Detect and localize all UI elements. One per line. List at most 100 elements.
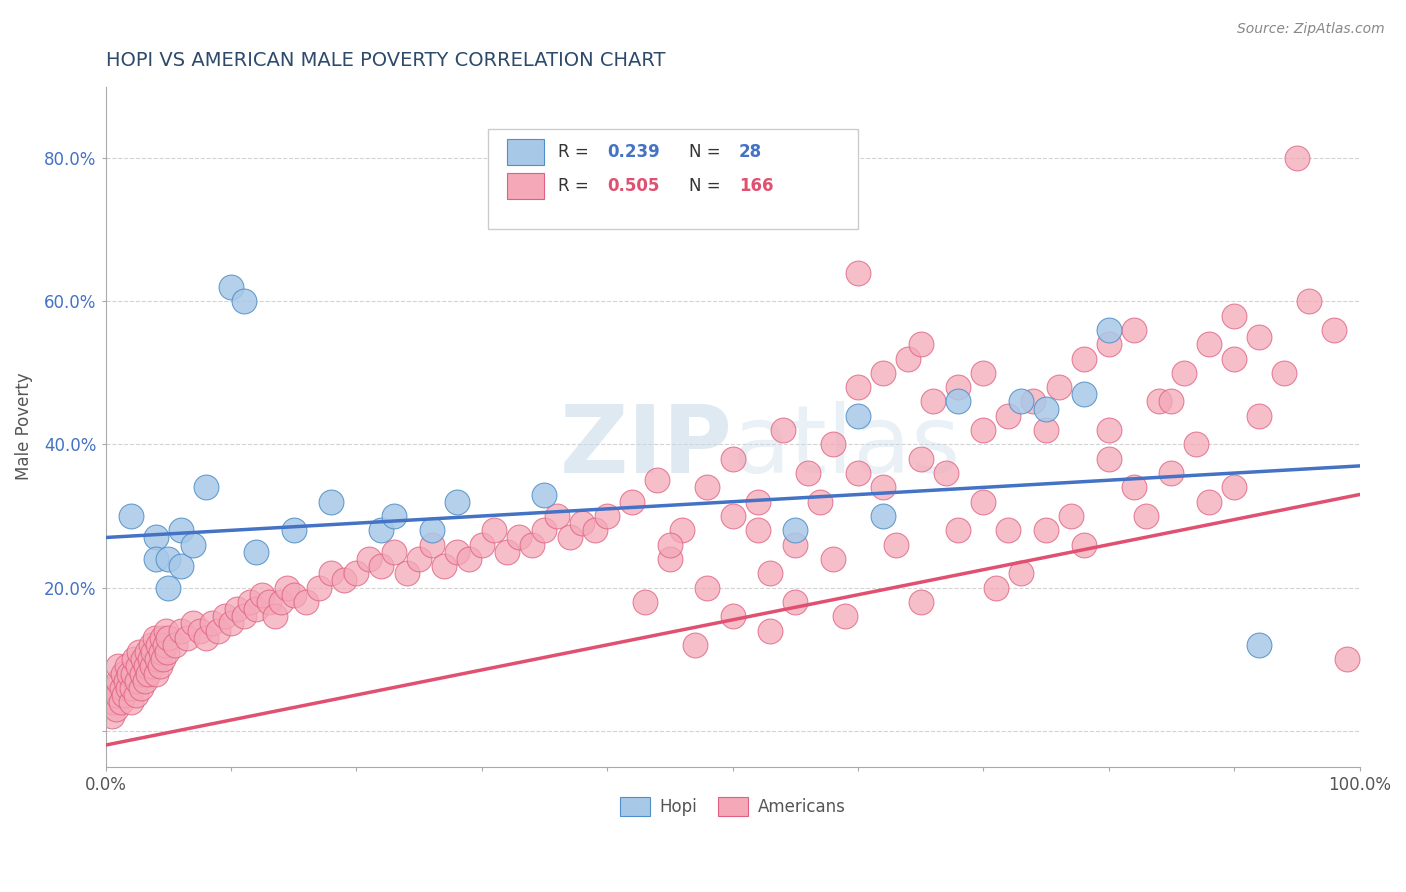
Point	[433, 559, 456, 574]
Point	[1223, 351, 1246, 366]
Point	[671, 524, 693, 538]
Point	[117, 681, 139, 695]
Point	[214, 609, 236, 624]
Point	[170, 624, 193, 638]
Point	[101, 709, 124, 723]
Point	[1010, 566, 1032, 581]
Point	[1160, 466, 1182, 480]
Point	[157, 631, 180, 645]
FancyBboxPatch shape	[508, 173, 544, 199]
Point	[759, 566, 782, 581]
Point	[219, 280, 242, 294]
Point	[696, 581, 718, 595]
Point	[1185, 437, 1208, 451]
Point	[105, 688, 128, 702]
Point	[257, 595, 280, 609]
Point	[142, 645, 165, 659]
Point	[118, 666, 141, 681]
Point	[910, 451, 932, 466]
Text: HOPI VS AMERICAN MALE POVERTY CORRELATION CHART: HOPI VS AMERICAN MALE POVERTY CORRELATIO…	[105, 51, 665, 70]
Point	[872, 366, 894, 380]
Point	[571, 516, 593, 531]
Point	[194, 631, 217, 645]
Point	[1249, 638, 1271, 652]
Point	[872, 480, 894, 494]
Point	[143, 631, 166, 645]
Point	[152, 652, 174, 666]
Point	[658, 552, 681, 566]
Point	[194, 480, 217, 494]
Text: 0.239: 0.239	[607, 143, 659, 161]
Point	[124, 652, 146, 666]
Point	[872, 508, 894, 523]
Point	[1047, 380, 1070, 394]
Point	[239, 595, 262, 609]
Point	[1298, 294, 1320, 309]
Point	[1098, 337, 1121, 351]
Point	[1223, 480, 1246, 494]
Point	[264, 609, 287, 624]
Point	[1122, 323, 1144, 337]
Point	[103, 681, 125, 695]
Point	[148, 659, 170, 673]
Point	[127, 659, 149, 673]
Point	[446, 545, 468, 559]
Point	[1060, 508, 1083, 523]
Point	[408, 552, 430, 566]
Point	[1336, 652, 1358, 666]
Text: Source: ZipAtlas.com: Source: ZipAtlas.com	[1237, 22, 1385, 37]
Point	[634, 595, 657, 609]
Point	[508, 531, 530, 545]
Point	[115, 659, 138, 673]
Point	[496, 545, 519, 559]
Point	[948, 394, 970, 409]
Point	[583, 524, 606, 538]
Point	[997, 524, 1019, 538]
Point	[1098, 451, 1121, 466]
Point	[122, 666, 145, 681]
Point	[910, 337, 932, 351]
Text: N =: N =	[689, 177, 725, 194]
Point	[201, 616, 224, 631]
Point	[226, 602, 249, 616]
FancyBboxPatch shape	[488, 128, 858, 229]
Point	[283, 588, 305, 602]
Point	[785, 595, 807, 609]
Point	[621, 494, 644, 508]
Y-axis label: Male Poverty: Male Poverty	[15, 373, 32, 481]
Point	[101, 695, 124, 709]
Text: 0.505: 0.505	[607, 177, 659, 194]
Point	[1098, 423, 1121, 437]
Point	[721, 508, 744, 523]
Point	[922, 394, 945, 409]
Point	[183, 616, 205, 631]
Point	[232, 294, 254, 309]
Point	[1073, 538, 1095, 552]
Point	[897, 351, 920, 366]
Point	[759, 624, 782, 638]
Point	[219, 616, 242, 631]
Point	[997, 409, 1019, 423]
Point	[420, 524, 443, 538]
Point	[145, 552, 167, 566]
Text: atlas: atlas	[733, 401, 960, 493]
Point	[134, 673, 156, 688]
Point	[1198, 337, 1220, 351]
Point	[647, 473, 669, 487]
Point	[382, 545, 405, 559]
Point	[141, 659, 163, 673]
Point	[395, 566, 418, 581]
Point	[948, 524, 970, 538]
Point	[276, 581, 298, 595]
Point	[107, 673, 129, 688]
Point	[131, 666, 153, 681]
Point	[170, 524, 193, 538]
Point	[321, 566, 343, 581]
Point	[145, 531, 167, 545]
Point	[1122, 480, 1144, 494]
Point	[270, 595, 292, 609]
Point	[972, 366, 994, 380]
Point	[1285, 151, 1308, 165]
Point	[114, 673, 136, 688]
Point	[110, 695, 132, 709]
